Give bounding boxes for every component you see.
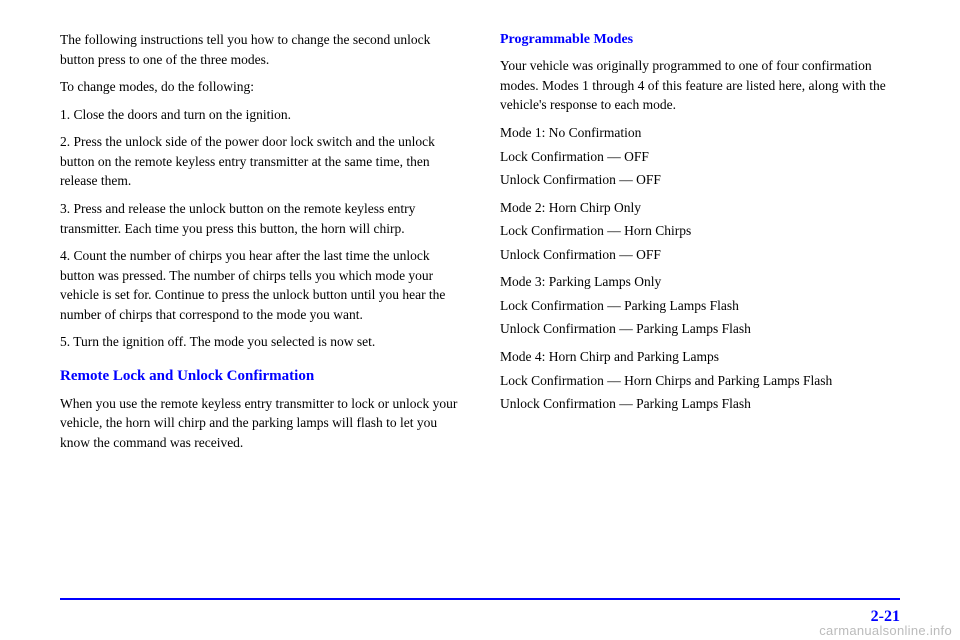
para-remote-lock: When you use the remote keyless entry tr… [60, 394, 460, 453]
footer-divider [60, 598, 900, 600]
modes-list: Mode 1: No Confirmation Lock Confirmatio… [500, 123, 900, 414]
mode-2-lock: Lock Confirmation –– Horn Chirps [500, 221, 900, 241]
para-intro-2: To change modes, do the following: [60, 77, 460, 97]
mode-2-title: Mode 2: Horn Chirp Only [500, 198, 900, 218]
right-column: Programmable Modes Your vehicle was orig… [500, 30, 900, 460]
mode-3-title: Mode 3: Parking Lamps Only [500, 272, 900, 292]
step-5: 5. Turn the ignition off. The mode you s… [60, 332, 460, 352]
para-modes-intro: Your vehicle was originally programmed t… [500, 56, 900, 115]
mode-2-unlock: Unlock Confirmation –– OFF [500, 245, 900, 265]
mode-1-unlock: Unlock Confirmation –– OFF [500, 170, 900, 190]
page-content: The following instructions tell you how … [0, 0, 960, 460]
mode-3-lock: Lock Confirmation –– Parking Lamps Flash [500, 296, 900, 316]
mode-1-title: Mode 1: No Confirmation [500, 123, 900, 143]
section-heading-programmable-modes: Programmable Modes [500, 30, 900, 50]
mode-3-unlock: Unlock Confirmation –– Parking Lamps Fla… [500, 319, 900, 339]
mode-4-unlock: Unlock Confirmation –– Parking Lamps Fla… [500, 394, 900, 414]
mode-4-title: Mode 4: Horn Chirp and Parking Lamps [500, 347, 900, 367]
mode-4-lock: Lock Confirmation –– Horn Chirps and Par… [500, 371, 900, 391]
left-column: The following instructions tell you how … [60, 30, 460, 460]
step-4: 4. Count the number of chirps you hear a… [60, 246, 460, 324]
section-heading-remote-lock: Remote Lock and Unlock Confirmation [60, 366, 460, 388]
para-intro-1: The following instructions tell you how … [60, 30, 460, 69]
step-1: 1. Close the doors and turn on the ignit… [60, 105, 460, 125]
step-2: 2. Press the unlock side of the power do… [60, 132, 460, 191]
mode-1-lock: Lock Confirmation –– OFF [500, 147, 900, 167]
step-3: 3. Press and release the unlock button o… [60, 199, 460, 238]
watermark-text: carmanualsonline.info [819, 623, 952, 638]
